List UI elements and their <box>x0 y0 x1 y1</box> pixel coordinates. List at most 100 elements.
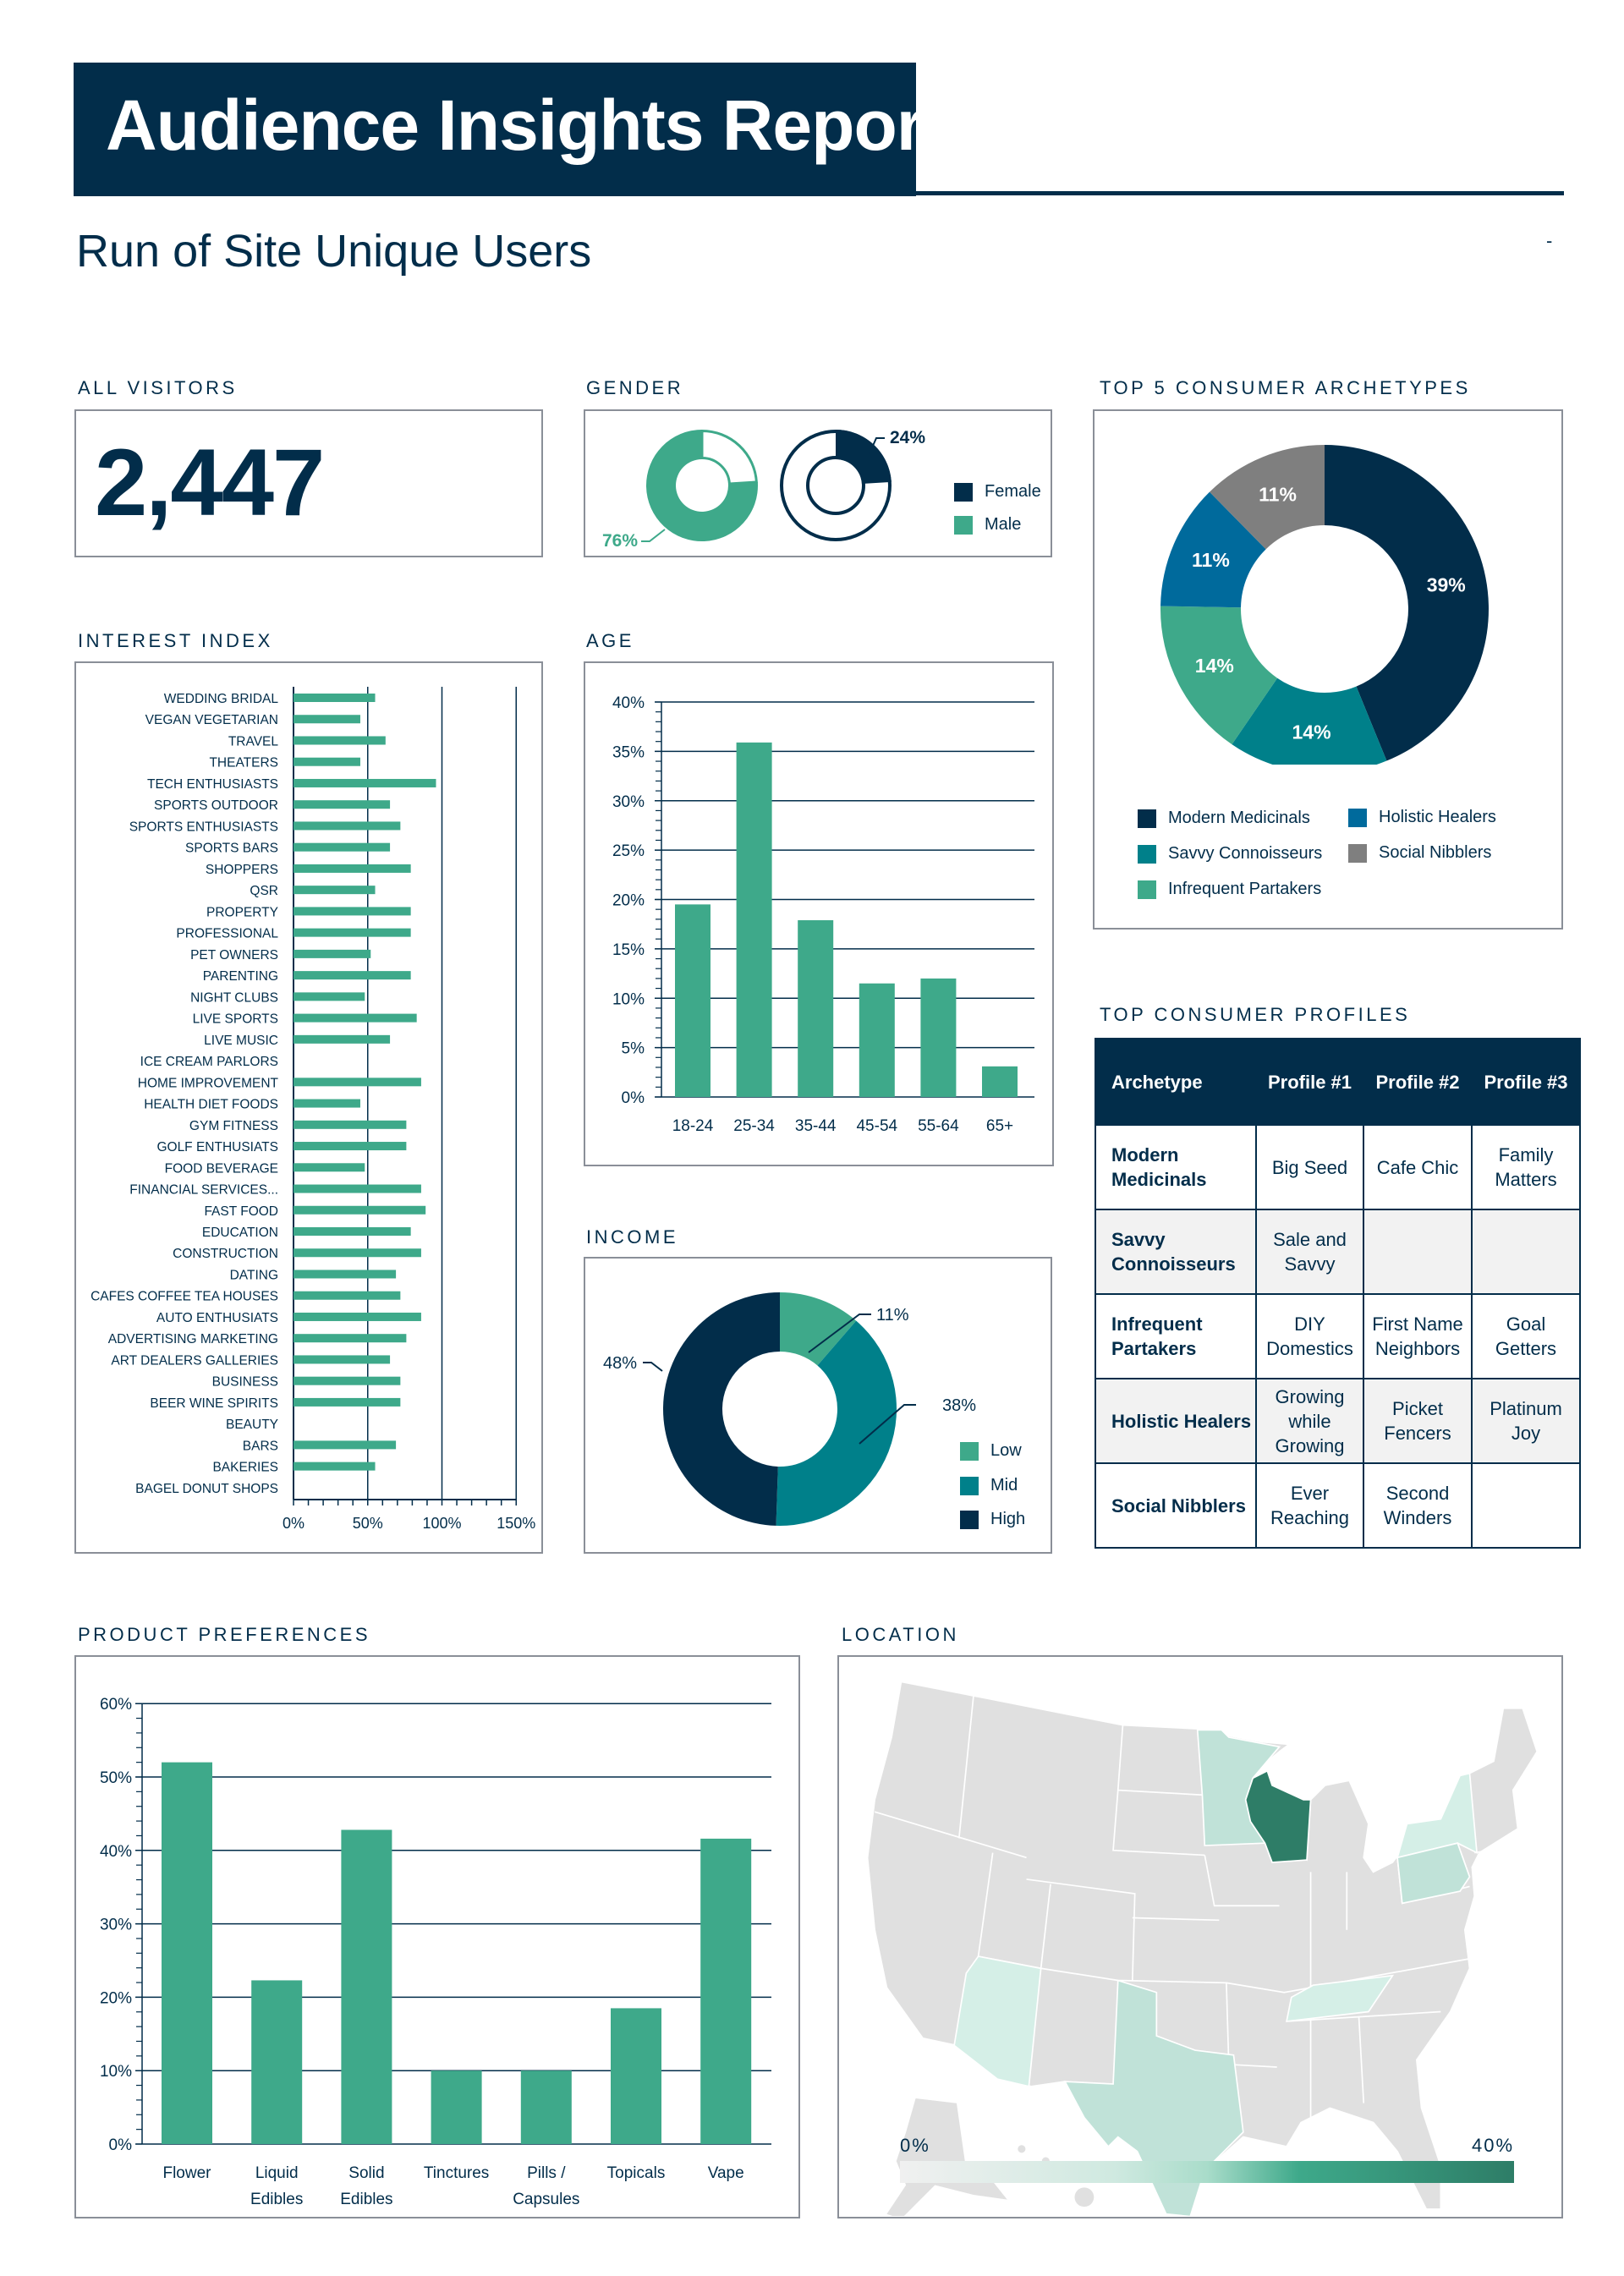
bar <box>294 800 391 809</box>
interest-index-label: INTEREST INDEX <box>78 630 273 651</box>
table-row: Social Nibblers Ever Reaching Second Win… <box>1095 1462 1581 1549</box>
legend-infrequent-partakers: Infrequent Partakers <box>1138 880 1321 899</box>
profile-cell: Big Seed <box>1255 1124 1364 1210</box>
donut-female-slice <box>836 430 892 485</box>
product-preferences-chart: 0% 10% 20% 30% 40% 50% 60% Flower Liquid Edibles S… <box>100 1696 771 2208</box>
y-tick-label: 50% <box>100 1769 132 1787</box>
bar <box>294 694 376 702</box>
y-tick-label: 40% <box>612 694 645 712</box>
donut-slice <box>1210 445 1325 550</box>
x-tick-label: Solid <box>348 2164 384 2182</box>
profile-cell: First Name Neighbors <box>1363 1293 1473 1379</box>
bar <box>294 1248 421 1258</box>
x-tick-label: Edibles <box>250 2191 303 2208</box>
profile-cell <box>1471 1462 1581 1549</box>
x-tick-label: 25-34 <box>733 1117 775 1135</box>
all-visitors-value: 2,447 <box>95 430 325 535</box>
us-choropleth-map <box>866 1681 1539 2216</box>
x-tick-label: Pills / <box>527 2164 566 2182</box>
bar <box>294 1078 421 1087</box>
bar <box>294 1397 401 1407</box>
legend-social-nibblers: Social Nibblers <box>1348 843 1491 863</box>
legend-label: Holistic Healers <box>1379 808 1496 826</box>
bar <box>920 978 957 1097</box>
bar <box>294 1013 417 1023</box>
location-label: LOCATION <box>842 1624 959 1645</box>
bar <box>294 1270 397 1279</box>
category-label: CAFES COFFEE TEA HOUSES <box>91 1290 278 1304</box>
y-tick-label: 35% <box>612 743 645 761</box>
x-tick-label: 55-64 <box>918 1117 959 1135</box>
map-state-borders <box>874 1696 1504 2118</box>
category-label: PARENTING <box>203 969 278 984</box>
profiles-label: TOP CONSUMER PROFILES <box>1100 1004 1411 1025</box>
category-label: FAST FOOD <box>204 1204 278 1219</box>
legend-label: Mid <box>990 1476 1018 1494</box>
profile-cell: Cafe Chic <box>1363 1124 1473 1210</box>
y-tick-label: 60% <box>100 1696 132 1714</box>
category-label: FINANCIAL SERVICES... <box>129 1183 278 1198</box>
bar <box>294 971 411 980</box>
x-tick-label: 0% <box>283 1515 304 1532</box>
archetypes-donut-chart: 39% 14% 14% 11% 11% <box>1160 445 1489 765</box>
table-row: Modern Medicinals Big Seed Cafe Chic Fam… <box>1095 1124 1581 1210</box>
x-tick-label: 45-54 <box>856 1117 897 1135</box>
profile-cell: DIY Domestics <box>1255 1293 1364 1379</box>
label-female: 24% <box>890 428 925 447</box>
bar <box>294 1205 426 1215</box>
y-tick-label: 30% <box>100 1917 132 1934</box>
income-label: INCOME <box>586 1226 678 1248</box>
legend-label: Social Nibblers <box>1379 843 1492 862</box>
category-label: BARS <box>243 1439 278 1453</box>
legend-label: Savvy Connoisseurs <box>1168 844 1323 863</box>
y-tick-label: 40% <box>100 1843 132 1861</box>
legend-label: Modern Medicinals <box>1168 809 1310 827</box>
map-state-pennsylvania <box>1396 1842 1471 1905</box>
map-state-texas <box>1063 1979 1244 2216</box>
category-label: DATING <box>230 1268 278 1282</box>
archetype-cell: Social Nibblers <box>1095 1462 1257 1549</box>
donut-male-remainder <box>700 429 758 485</box>
category-label: BAGEL DONUT SHOPS <box>135 1482 278 1496</box>
bar <box>294 1120 407 1129</box>
bar <box>294 821 401 831</box>
archetype-cell: Holistic Healers <box>1095 1378 1257 1464</box>
y-tick-label: 15% <box>612 941 645 959</box>
category-label: BEAUTY <box>226 1418 278 1432</box>
category-label: SPORTS OUTDOOR <box>154 798 278 813</box>
category-label: SPORTS ENTHUSIASTS <box>129 820 278 834</box>
legend-swatch <box>960 1510 979 1529</box>
legend-swatch <box>1138 844 1156 864</box>
bar <box>859 983 895 1097</box>
bar <box>294 715 360 724</box>
bar <box>611 2008 661 2144</box>
category-label: SPORTS BARS <box>185 842 278 856</box>
legend-swatch <box>1348 808 1367 827</box>
bar <box>294 886 376 895</box>
legend-swatch <box>960 1441 979 1461</box>
slice-label: 39% <box>1427 574 1466 596</box>
x-tick-label: Topicals <box>607 2164 666 2182</box>
product-preferences-label: PRODUCT PREFERENCES <box>78 1624 371 1645</box>
legend-label: Low <box>990 1441 1022 1460</box>
legend-label-male: Male <box>985 515 1022 534</box>
bar <box>294 1142 407 1151</box>
y-tick-label: 20% <box>100 1989 132 2007</box>
bar <box>294 1184 421 1193</box>
profiles-table: Archetype Profile #1 Profile #2 Profile … <box>1095 1038 1581 1549</box>
category-label: HOME IMPROVEMENT <box>138 1076 279 1090</box>
table-row: Infrequent Partakers DIY Domestics First… <box>1095 1293 1581 1379</box>
map-state-alaska <box>886 2098 1007 2216</box>
archetype-cell: Modern Medicinals <box>1095 1124 1257 1210</box>
category-label: VEGAN VEGETARIAN <box>145 713 278 727</box>
age-chart: 0% 5% 10% 15% 20% 25% 30% 35% 40% 18-24 25-34 35-44… <box>612 694 1034 1135</box>
donut-slice <box>1160 606 1278 745</box>
x-tick-label: Vape <box>708 2164 744 2182</box>
legend-savvy-connoisseurs: Savvy Connoisseurs <box>1138 844 1322 864</box>
bar <box>675 904 710 1097</box>
page-subtitle: Run of Site Unique Users <box>76 226 592 277</box>
category-label: PROFESSIONAL <box>176 927 278 941</box>
profile-cell: Sale and Savvy <box>1255 1209 1364 1295</box>
slice-label: 38% <box>942 1396 976 1415</box>
donut-slice <box>662 1292 780 1526</box>
